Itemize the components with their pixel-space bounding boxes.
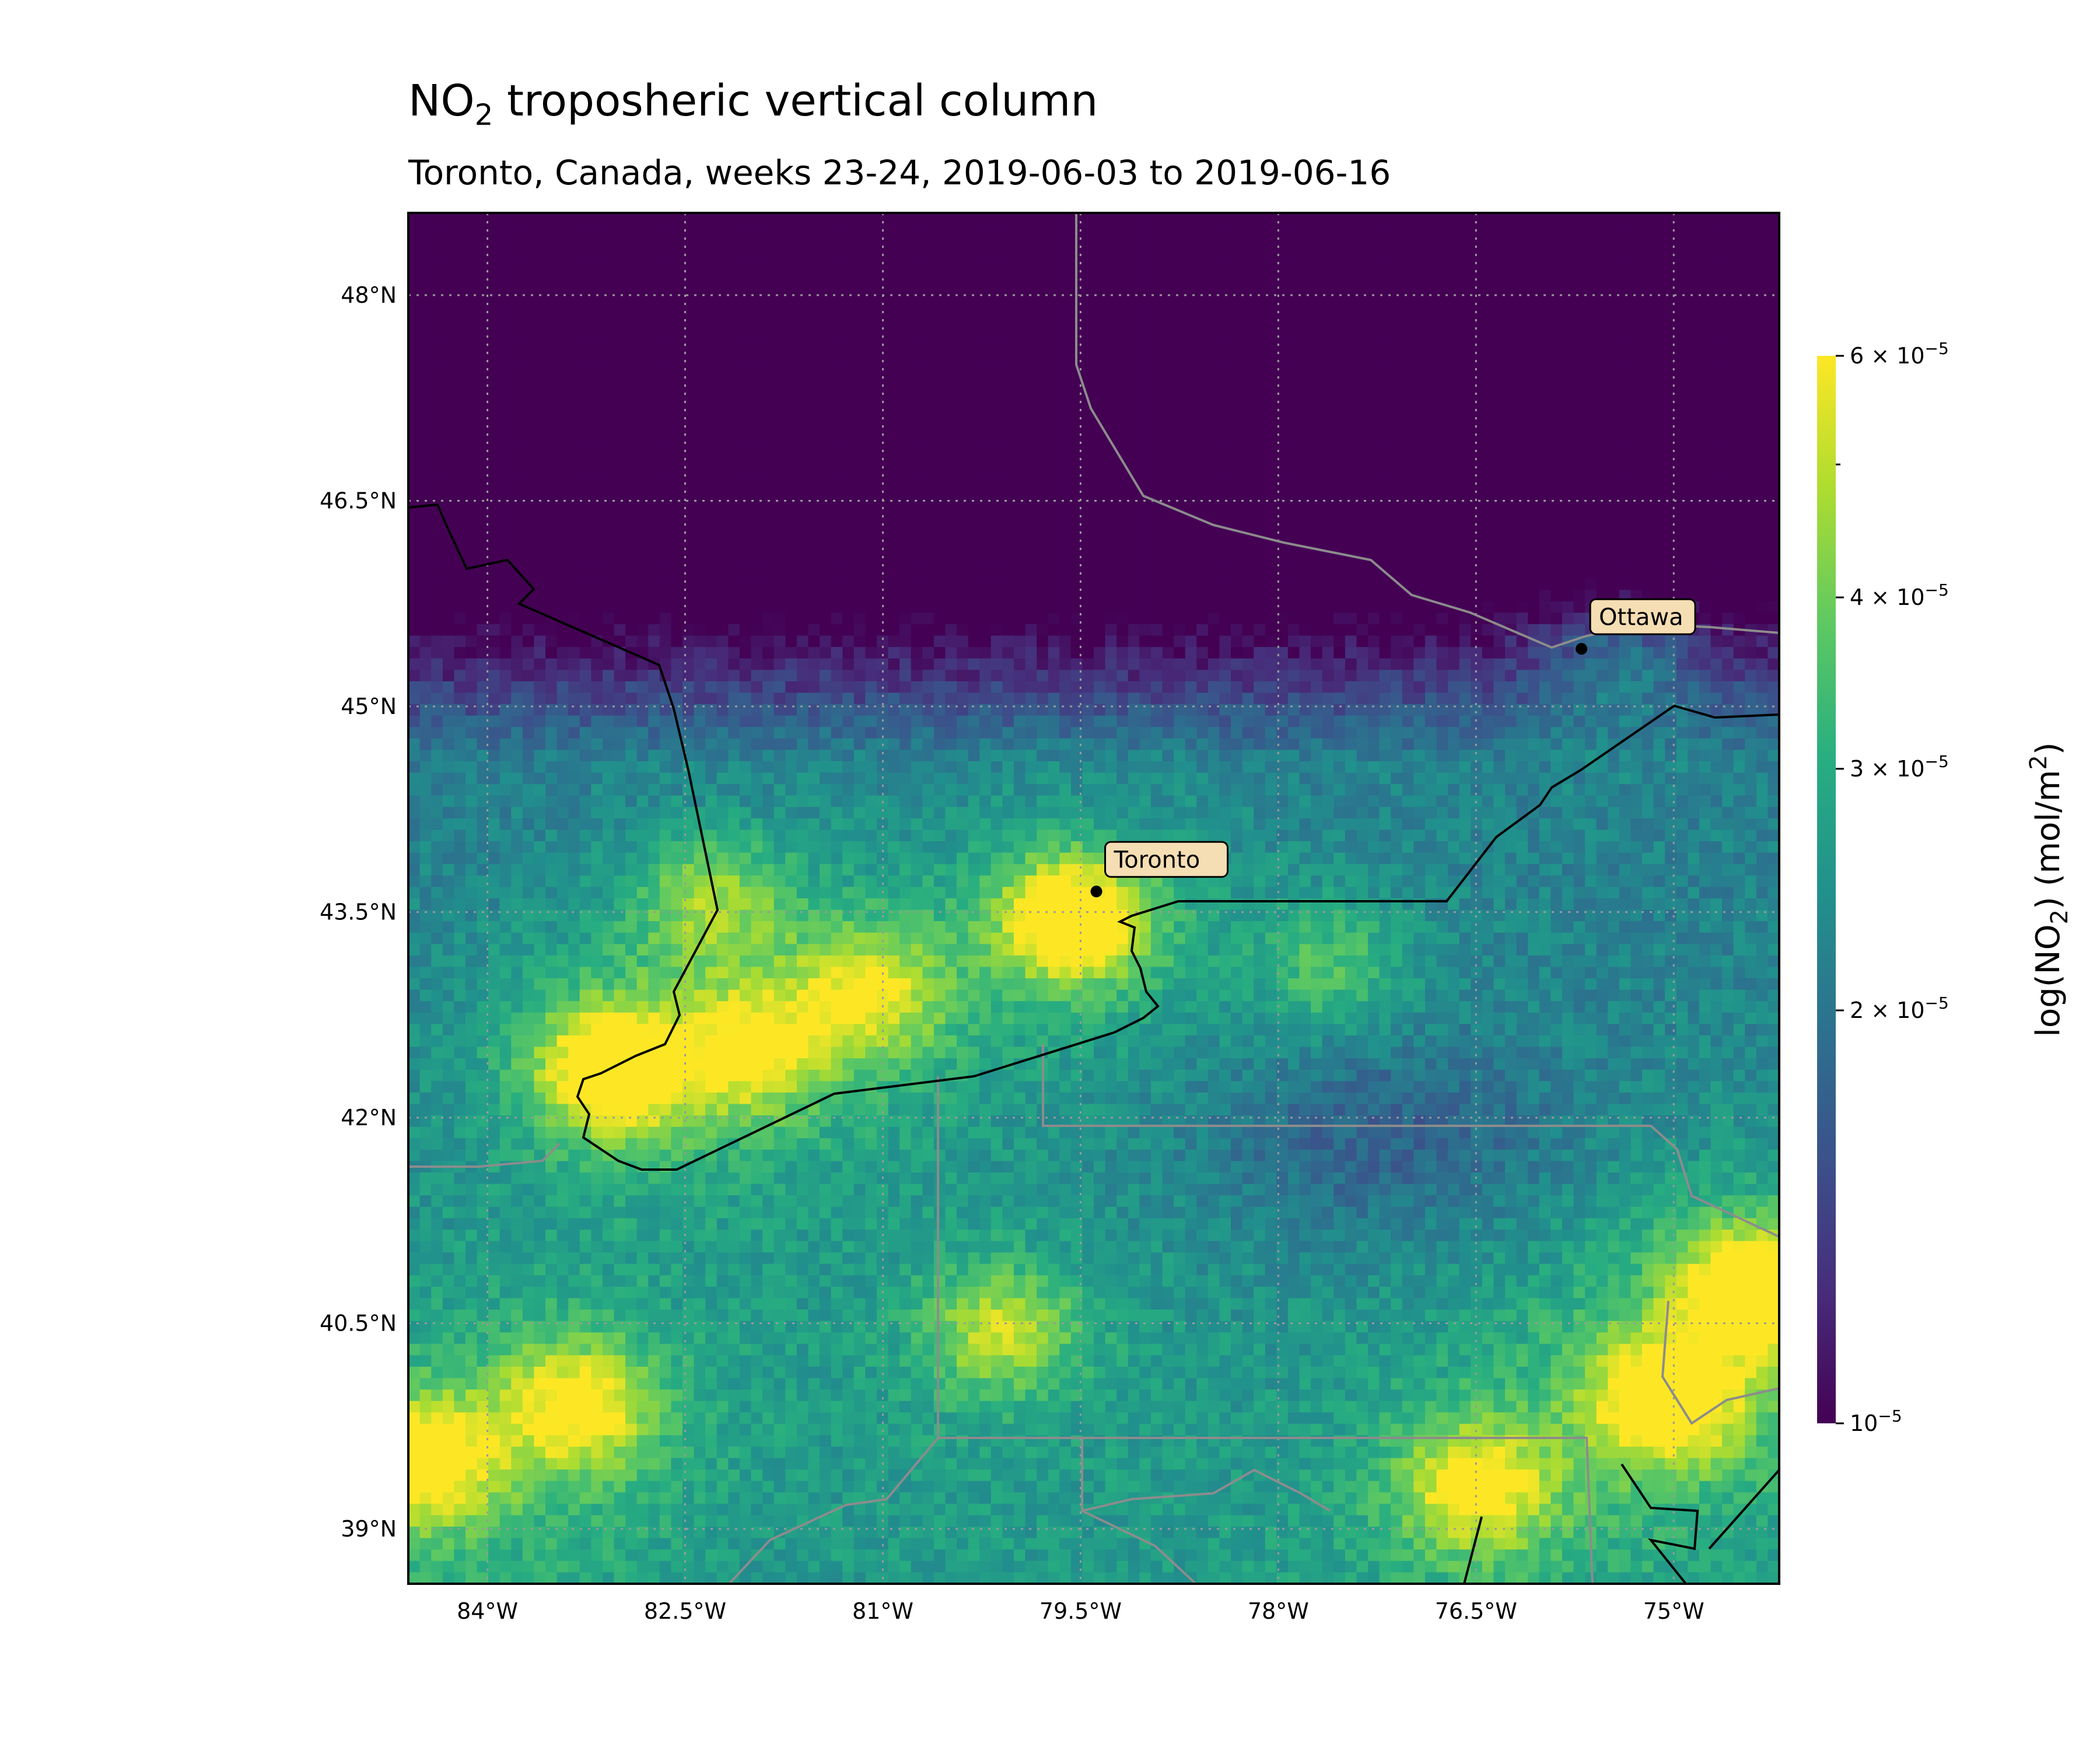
border-de-nj: [1661, 1300, 1779, 1425]
lake-ontario-erie-shore: [974, 704, 1779, 1077]
coastlines: [408, 503, 1779, 1584]
lon-tick-label: 82.5°W: [644, 1598, 726, 1624]
map-subtitle: Toronto, Canada, weeks 23-24, 2019-06-03…: [408, 153, 1391, 192]
colorbar-tick-label: 2 × 10−5: [1850, 993, 1949, 1023]
lon-tick-label: 76.5°W: [1435, 1598, 1517, 1624]
lat-tick-label: 45°N: [341, 694, 397, 719]
colorbar-tick-label: 6 × 10−5: [1850, 339, 1949, 369]
lat-tick-label: 39°N: [341, 1516, 397, 1542]
ottawa-marker: [1576, 643, 1588, 655]
delaware-bay-shore: [1708, 1469, 1779, 1550]
colorbar-tick-label: 10−5: [1850, 1406, 1902, 1436]
lat-tick-label: 46.5°N: [320, 488, 397, 514]
colorbar: 6 × 10−5 4 × 10−5 3 × 10−5 2 × 10−5 10−5 log…: [1817, 339, 2073, 1436]
border-ny-pa: [1042, 1044, 1779, 1238]
city-ottawa: Ottawa: [1576, 598, 1696, 655]
map-title: NO2 troposheric vertical column: [408, 76, 1098, 132]
map-frame: [407, 212, 1780, 1585]
ottawa-label: Ottawa: [1599, 604, 1684, 631]
title-text: NO: [408, 76, 475, 126]
no2-heatmap: [408, 213, 1779, 1584]
colorbar-tick-label: 4 × 10−5: [1850, 580, 1949, 610]
lon-tick-label: 75°W: [1643, 1598, 1704, 1624]
ottawa-label-box: [1589, 598, 1696, 635]
lon-tick-label: 84°W: [457, 1598, 518, 1624]
lon-tick-label: 81°W: [852, 1598, 914, 1624]
border-ohio-river: [728, 1437, 939, 1584]
lon-tick-label: 79.5°W: [1040, 1598, 1122, 1624]
axis-ticks: 84°W 82.5°W 81°W 79.5°W 78°W 76.5°W 75°W 48°N 46…: [320, 282, 1704, 1624]
title-text-rest: troposheric vertical column: [493, 76, 1098, 126]
colorbar-tick-label: 3 × 10−5: [1850, 752, 1949, 782]
colorbar-label: log(NO2) (mol/m2): [2025, 742, 2073, 1037]
chesapeake-shore: [1620, 1463, 1699, 1584]
lon-tick-label: 78°W: [1248, 1598, 1309, 1624]
toronto-label-box: [1104, 841, 1229, 878]
border-md-va: [1082, 1510, 1197, 1584]
lat-tick-label: 48°N: [341, 282, 397, 308]
border-pa-oh: [937, 1076, 1594, 1584]
title-subscript: 2: [474, 97, 494, 132]
potomac-shore: [1463, 1516, 1483, 1584]
lat-tick-label: 42°N: [341, 1105, 397, 1130]
colorbar-gradient: [1817, 356, 1836, 1423]
colorbar-ticks: 6 × 10−5 4 × 10−5 3 × 10−5 2 × 10−5 10−5: [1836, 339, 1949, 1436]
lake-huron-shore: [408, 503, 975, 1171]
lat-tick-label: 40.5°N: [320, 1311, 397, 1336]
border-mi-oh: [408, 1142, 561, 1168]
lat-tick-label: 43.5°N: [320, 900, 397, 925]
city-toronto: Toronto: [1090, 841, 1229, 898]
toronto-label: Toronto: [1114, 846, 1200, 873]
toronto-marker: [1090, 886, 1102, 898]
